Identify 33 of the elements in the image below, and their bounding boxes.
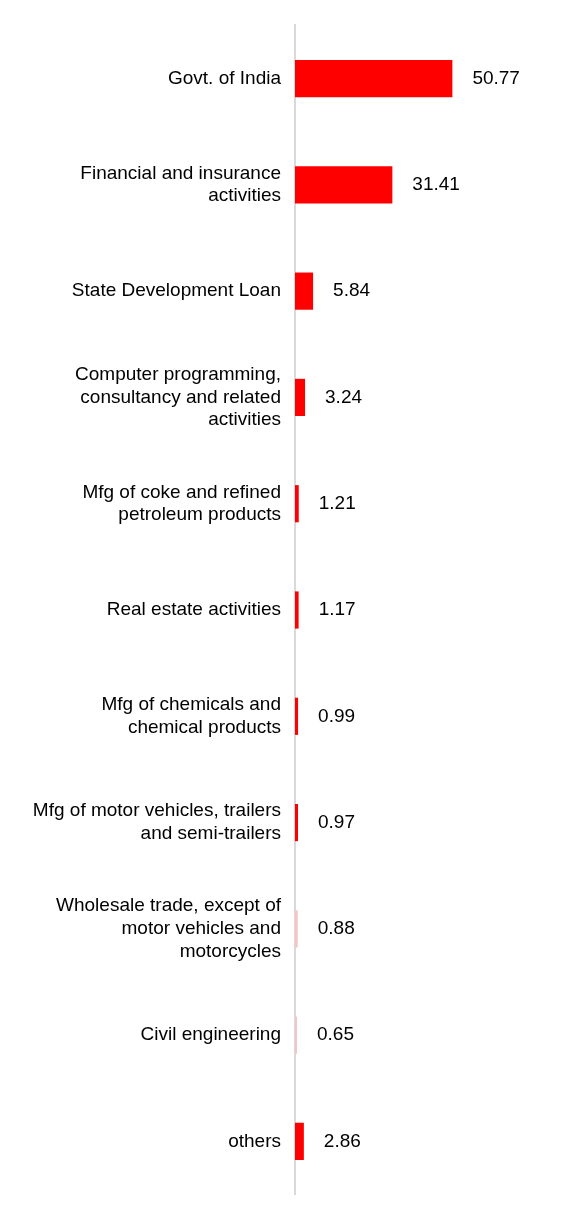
y-tick-label: State Development Loan xyxy=(71,279,281,301)
data-label: 0.99 xyxy=(318,704,356,726)
data-label: 5.84 xyxy=(333,279,371,301)
bar xyxy=(295,1122,304,1161)
bar xyxy=(295,272,314,310)
y-tick-label: Mfg of motor vehicles, trailers and semi-trailers xyxy=(32,799,281,844)
bar xyxy=(295,697,299,735)
data-label: 31.41 xyxy=(412,173,460,195)
data-label: 50.77 xyxy=(472,66,520,88)
y-tick-label: Wholesale trade, except of motor vehicles and motorcycles xyxy=(56,894,282,961)
data-label: 0.88 xyxy=(317,917,355,939)
data-label: 0.65 xyxy=(317,1023,354,1045)
y-tick-label: Financial and insurance activities xyxy=(80,161,281,206)
bar xyxy=(295,591,299,629)
bar xyxy=(295,59,453,98)
data-label: 0.97 xyxy=(318,810,355,832)
data-label: 1.21 xyxy=(318,491,356,513)
bar xyxy=(295,485,299,523)
bar xyxy=(295,378,306,417)
y-tick-label: Real estate activities xyxy=(106,598,281,620)
y-tick-label: Mfg of coke and refined petroleum products xyxy=(82,480,281,525)
y-tick-label: Govt. of India xyxy=(167,66,282,88)
bar xyxy=(295,166,393,204)
y-tick-label: others xyxy=(228,1129,281,1151)
y-tick-label: Civil engineering xyxy=(140,1023,281,1045)
y-tick-label: Computer programming, consultancy and related activities xyxy=(75,362,281,430)
data-label: 1.17 xyxy=(318,598,356,620)
bar xyxy=(295,803,299,842)
y-tick-label: Mfg of chemicals and chemical products xyxy=(101,693,281,737)
bar xyxy=(295,1016,298,1054)
data-label: 3.24 xyxy=(325,385,363,407)
bar xyxy=(295,910,298,948)
data-label: 2.86 xyxy=(323,1129,361,1151)
